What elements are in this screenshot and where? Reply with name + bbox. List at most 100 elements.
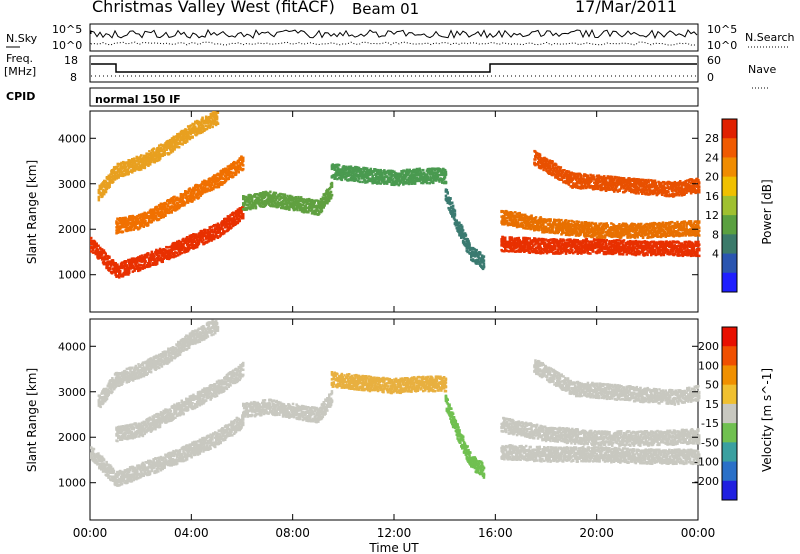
power-cell	[453, 209, 457, 212]
power-cell	[159, 259, 163, 262]
power-cell	[153, 213, 156, 216]
nsky-trace	[90, 28, 698, 46]
power-cell	[155, 214, 158, 217]
power-cell	[216, 111, 220, 114]
power-cell	[172, 207, 175, 211]
power-cell	[105, 266, 108, 270]
power-cell	[143, 257, 146, 261]
power-cell	[99, 256, 102, 259]
power-cell	[425, 181, 429, 185]
power-cell	[173, 195, 176, 199]
power-cell	[147, 253, 150, 256]
power-cell	[181, 204, 184, 207]
power-cell	[176, 240, 179, 243]
power-cell	[161, 260, 164, 263]
power-cell	[148, 256, 152, 259]
power-cell	[166, 209, 169, 213]
freq-tick-bottom: 8	[70, 71, 77, 84]
power-cell	[187, 245, 191, 248]
power-cell	[206, 229, 210, 232]
power-cell	[115, 221, 118, 224]
power-cell	[104, 252, 107, 255]
power-cell	[237, 171, 240, 174]
power-cell	[149, 257, 153, 261]
power-cell	[209, 234, 212, 237]
power-cell	[141, 267, 145, 270]
power-cell	[104, 190, 108, 194]
power-cell	[188, 187, 192, 190]
power-cell	[172, 198, 175, 202]
power-cell	[128, 218, 132, 222]
power-cell	[174, 241, 177, 245]
power-cell	[467, 239, 470, 243]
power-cell	[159, 202, 163, 206]
power-cell	[189, 246, 192, 249]
power-cell	[90, 236, 93, 240]
power-cell	[231, 220, 234, 223]
power-cell	[142, 220, 145, 223]
power-cell	[130, 262, 134, 266]
power-cell	[385, 182, 389, 185]
power-cell	[180, 251, 183, 255]
power-cell	[208, 227, 211, 230]
power-cell	[143, 166, 147, 170]
power-cell	[191, 135, 194, 138]
power-cell	[159, 251, 163, 255]
power-cell	[445, 189, 449, 192]
power-cell	[184, 246, 187, 250]
power-cell	[123, 225, 126, 229]
power-cell	[407, 182, 411, 186]
power-cell	[230, 226, 233, 229]
power-cell	[449, 197, 452, 200]
cpid-panel	[89, 87, 699, 107]
nsky-panel	[6, 23, 790, 52]
power-cell	[157, 254, 161, 258]
power-cell	[161, 212, 164, 215]
power-cell	[323, 204, 326, 207]
power-cell	[149, 163, 152, 166]
power-cell	[160, 205, 164, 209]
power-cell	[164, 211, 167, 215]
power-cell	[358, 180, 362, 183]
power-cell	[191, 243, 194, 246]
power-cell	[102, 260, 106, 264]
power-cell	[453, 214, 457, 217]
power-cell	[192, 193, 195, 196]
power-cell	[127, 224, 130, 227]
power-cell	[156, 253, 159, 256]
power-cell	[125, 260, 128, 263]
power-cell	[413, 182, 417, 185]
power-cell	[177, 240, 181, 243]
power-cell	[235, 211, 239, 215]
power-cell	[164, 213, 167, 216]
power-cell	[226, 215, 230, 218]
power-cell	[145, 254, 148, 257]
power-cell	[118, 222, 121, 225]
power-cell	[357, 177, 361, 180]
power-cell	[158, 204, 162, 207]
nave-label: Nave	[748, 63, 777, 76]
power-cell	[160, 254, 164, 257]
power-cell	[157, 210, 160, 213]
power-cell	[514, 239, 517, 243]
freq-tick-top: 18	[64, 54, 78, 67]
power-cell	[591, 250, 595, 253]
power-cell	[468, 242, 471, 245]
power-cell	[232, 224, 235, 228]
power-cell	[562, 239, 566, 242]
power-frame	[89, 110, 699, 313]
nsky-line	[90, 28, 698, 40]
power-cell	[153, 254, 156, 257]
power-cell	[340, 178, 344, 182]
power-cell	[177, 146, 181, 149]
power-cell	[589, 252, 592, 255]
power-cell	[204, 231, 208, 235]
power-cell	[141, 212, 145, 216]
power-cell	[195, 234, 198, 237]
power-cell	[524, 245, 527, 249]
power-cell	[95, 245, 98, 248]
power-cell	[234, 222, 238, 225]
power-cell	[190, 234, 193, 237]
power-cell	[192, 233, 195, 236]
power-cell	[128, 228, 131, 232]
